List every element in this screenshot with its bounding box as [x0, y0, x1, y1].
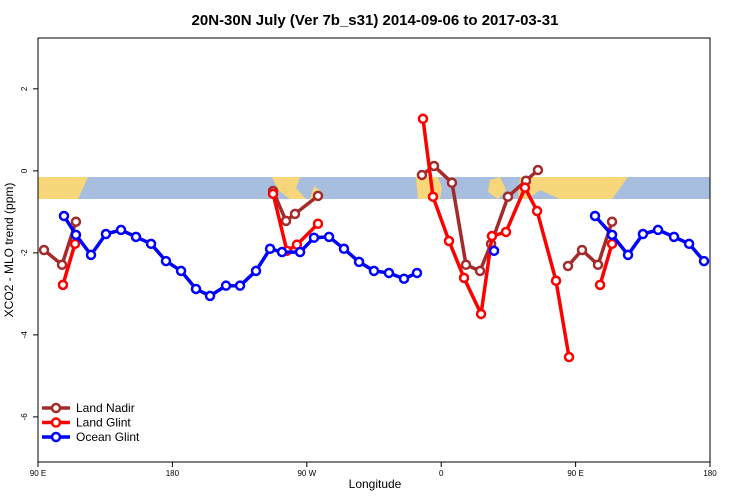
data-point	[458, 272, 470, 284]
data-point	[383, 267, 395, 279]
data-point	[338, 243, 350, 255]
legend-label: Land Glint	[76, 416, 131, 430]
data-point	[576, 244, 588, 256]
data-point	[563, 351, 575, 363]
data-point	[115, 224, 127, 236]
data-point	[486, 230, 498, 242]
data-point	[190, 283, 202, 295]
data-point	[668, 231, 680, 243]
y-axis-label: XCO2 - MLO trend (ppm)	[2, 183, 16, 318]
data-point	[294, 246, 306, 258]
data-point	[57, 279, 69, 291]
data-point	[589, 210, 601, 222]
x-axis-label: Longitude	[349, 477, 402, 491]
data-point	[519, 182, 531, 193]
data-point	[622, 249, 634, 261]
data-point	[531, 205, 543, 217]
data-point	[85, 249, 97, 261]
data-point	[562, 260, 574, 272]
y-tick-label: -2	[20, 249, 29, 257]
chart-title: 20N-30N July (Ver 7b_s31) 2014-09-06 to …	[192, 12, 559, 29]
data-point	[276, 246, 288, 258]
data-point	[411, 267, 423, 279]
legend-marker	[50, 402, 62, 414]
data-point	[532, 164, 544, 176]
data-point	[308, 232, 320, 243]
x-tick-label: 90 E	[30, 469, 46, 478]
data-point	[475, 308, 487, 320]
x-tick-label: 180	[166, 469, 180, 478]
x-tick-label: 90 W	[297, 469, 316, 478]
data-point	[100, 228, 112, 240]
data-point	[550, 275, 562, 287]
data-point	[368, 265, 380, 277]
x-tick-label: 180	[703, 469, 717, 478]
data-point	[250, 265, 262, 277]
data-point	[652, 224, 664, 236]
data-point	[58, 210, 70, 222]
data-point	[289, 208, 301, 220]
data-point	[502, 191, 514, 202]
series-line	[61, 118, 614, 358]
data-point	[280, 215, 292, 227]
data-point	[446, 177, 458, 189]
legend-label: Ocean Glint	[76, 430, 140, 444]
y-tick-label: 0	[20, 168, 29, 173]
data-point	[428, 160, 440, 172]
data-point	[220, 280, 232, 291]
data-point	[427, 191, 439, 202]
data-point	[204, 290, 216, 302]
y-tick-label: 2	[20, 86, 29, 91]
data-point	[70, 229, 82, 241]
data-point	[488, 245, 500, 257]
data-point	[175, 265, 187, 277]
data-point	[69, 238, 81, 250]
data-point	[312, 218, 324, 230]
legend-marker	[50, 431, 62, 443]
data-point	[460, 259, 472, 271]
legend-marker	[50, 417, 62, 428]
data-point	[594, 279, 606, 291]
data-point	[234, 280, 246, 291]
data-point	[606, 216, 618, 227]
data-point	[398, 273, 410, 284]
data-point	[443, 235, 455, 247]
x-tick-label: 90 E	[567, 469, 583, 478]
map-strip	[38, 177, 710, 199]
data-point	[145, 238, 157, 250]
data-point	[323, 231, 335, 243]
data-point	[56, 259, 68, 271]
data-point	[160, 255, 172, 267]
data-point	[267, 188, 279, 200]
y-tick-label: -6	[20, 413, 29, 421]
data-point	[416, 169, 428, 181]
plot-frame	[37, 37, 711, 463]
data-point	[683, 238, 695, 250]
data-point	[70, 216, 82, 227]
data-point	[417, 113, 429, 125]
data-point	[264, 243, 276, 255]
data-point	[312, 190, 324, 202]
data-point	[353, 256, 365, 268]
data-point	[698, 255, 710, 267]
y-tick-label: -4	[20, 331, 29, 339]
data-point	[500, 226, 512, 238]
data-point	[130, 231, 142, 243]
data-point	[38, 244, 50, 256]
data-point	[474, 265, 486, 277]
data-point	[637, 228, 649, 240]
data-point	[592, 259, 604, 271]
data-point	[606, 229, 618, 241]
legend-label: Land Nadir	[76, 401, 135, 415]
x-tick-label: 0	[439, 469, 444, 478]
